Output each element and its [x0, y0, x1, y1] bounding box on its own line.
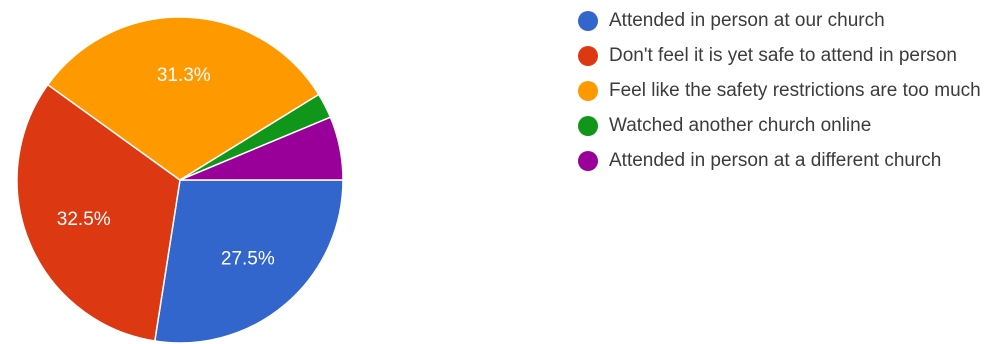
legend-swatch-icon	[578, 81, 598, 101]
legend-swatch-icon	[578, 151, 598, 171]
legend-label: Don't feel it is yet safe to attend in p…	[609, 45, 957, 66]
legend-item-restrictions[interactable]: Feel like the safety restrictions are to…	[578, 78, 988, 107]
pie-slice[interactable]	[16, 83, 181, 342]
pie-slices	[16, 16, 344, 344]
legend-item-not-safe[interactable]: Don't feel it is yet safe to attend in p…	[578, 43, 988, 72]
pie-slice-labels: 27.5% 32.5% 31.3%	[57, 65, 275, 270]
slice-data-label: 32.5%	[57, 209, 111, 230]
pie-slice[interactable]	[153, 179, 344, 344]
legend-label: Watched another church online	[609, 115, 872, 136]
legend-swatch-icon	[578, 11, 598, 31]
legend-label: Feel like the safety restrictions are to…	[609, 80, 981, 101]
pie-slice[interactable]	[46, 16, 320, 181]
legend-swatch-icon	[578, 116, 598, 136]
legend-label: Attended in person at a different church	[609, 150, 942, 171]
slice-data-label: 27.5%	[221, 248, 275, 269]
pie-slice[interactable]	[179, 116, 344, 181]
legend-label: Attended in person at our church	[609, 10, 885, 31]
slice-data-label: 31.3%	[157, 65, 211, 86]
chart-legend: Attended in person at our church Don't f…	[578, 8, 988, 183]
legend-item-different-church[interactable]: Attended in person at a different church	[578, 148, 988, 177]
legend-item-our-church[interactable]: Attended in person at our church	[578, 8, 988, 37]
legend-item-watched-online[interactable]: Watched another church online	[578, 113, 988, 142]
legend-swatch-icon	[578, 46, 598, 66]
pie-chart-svg: 27.5% 32.5% 31.3%	[16, 16, 344, 344]
